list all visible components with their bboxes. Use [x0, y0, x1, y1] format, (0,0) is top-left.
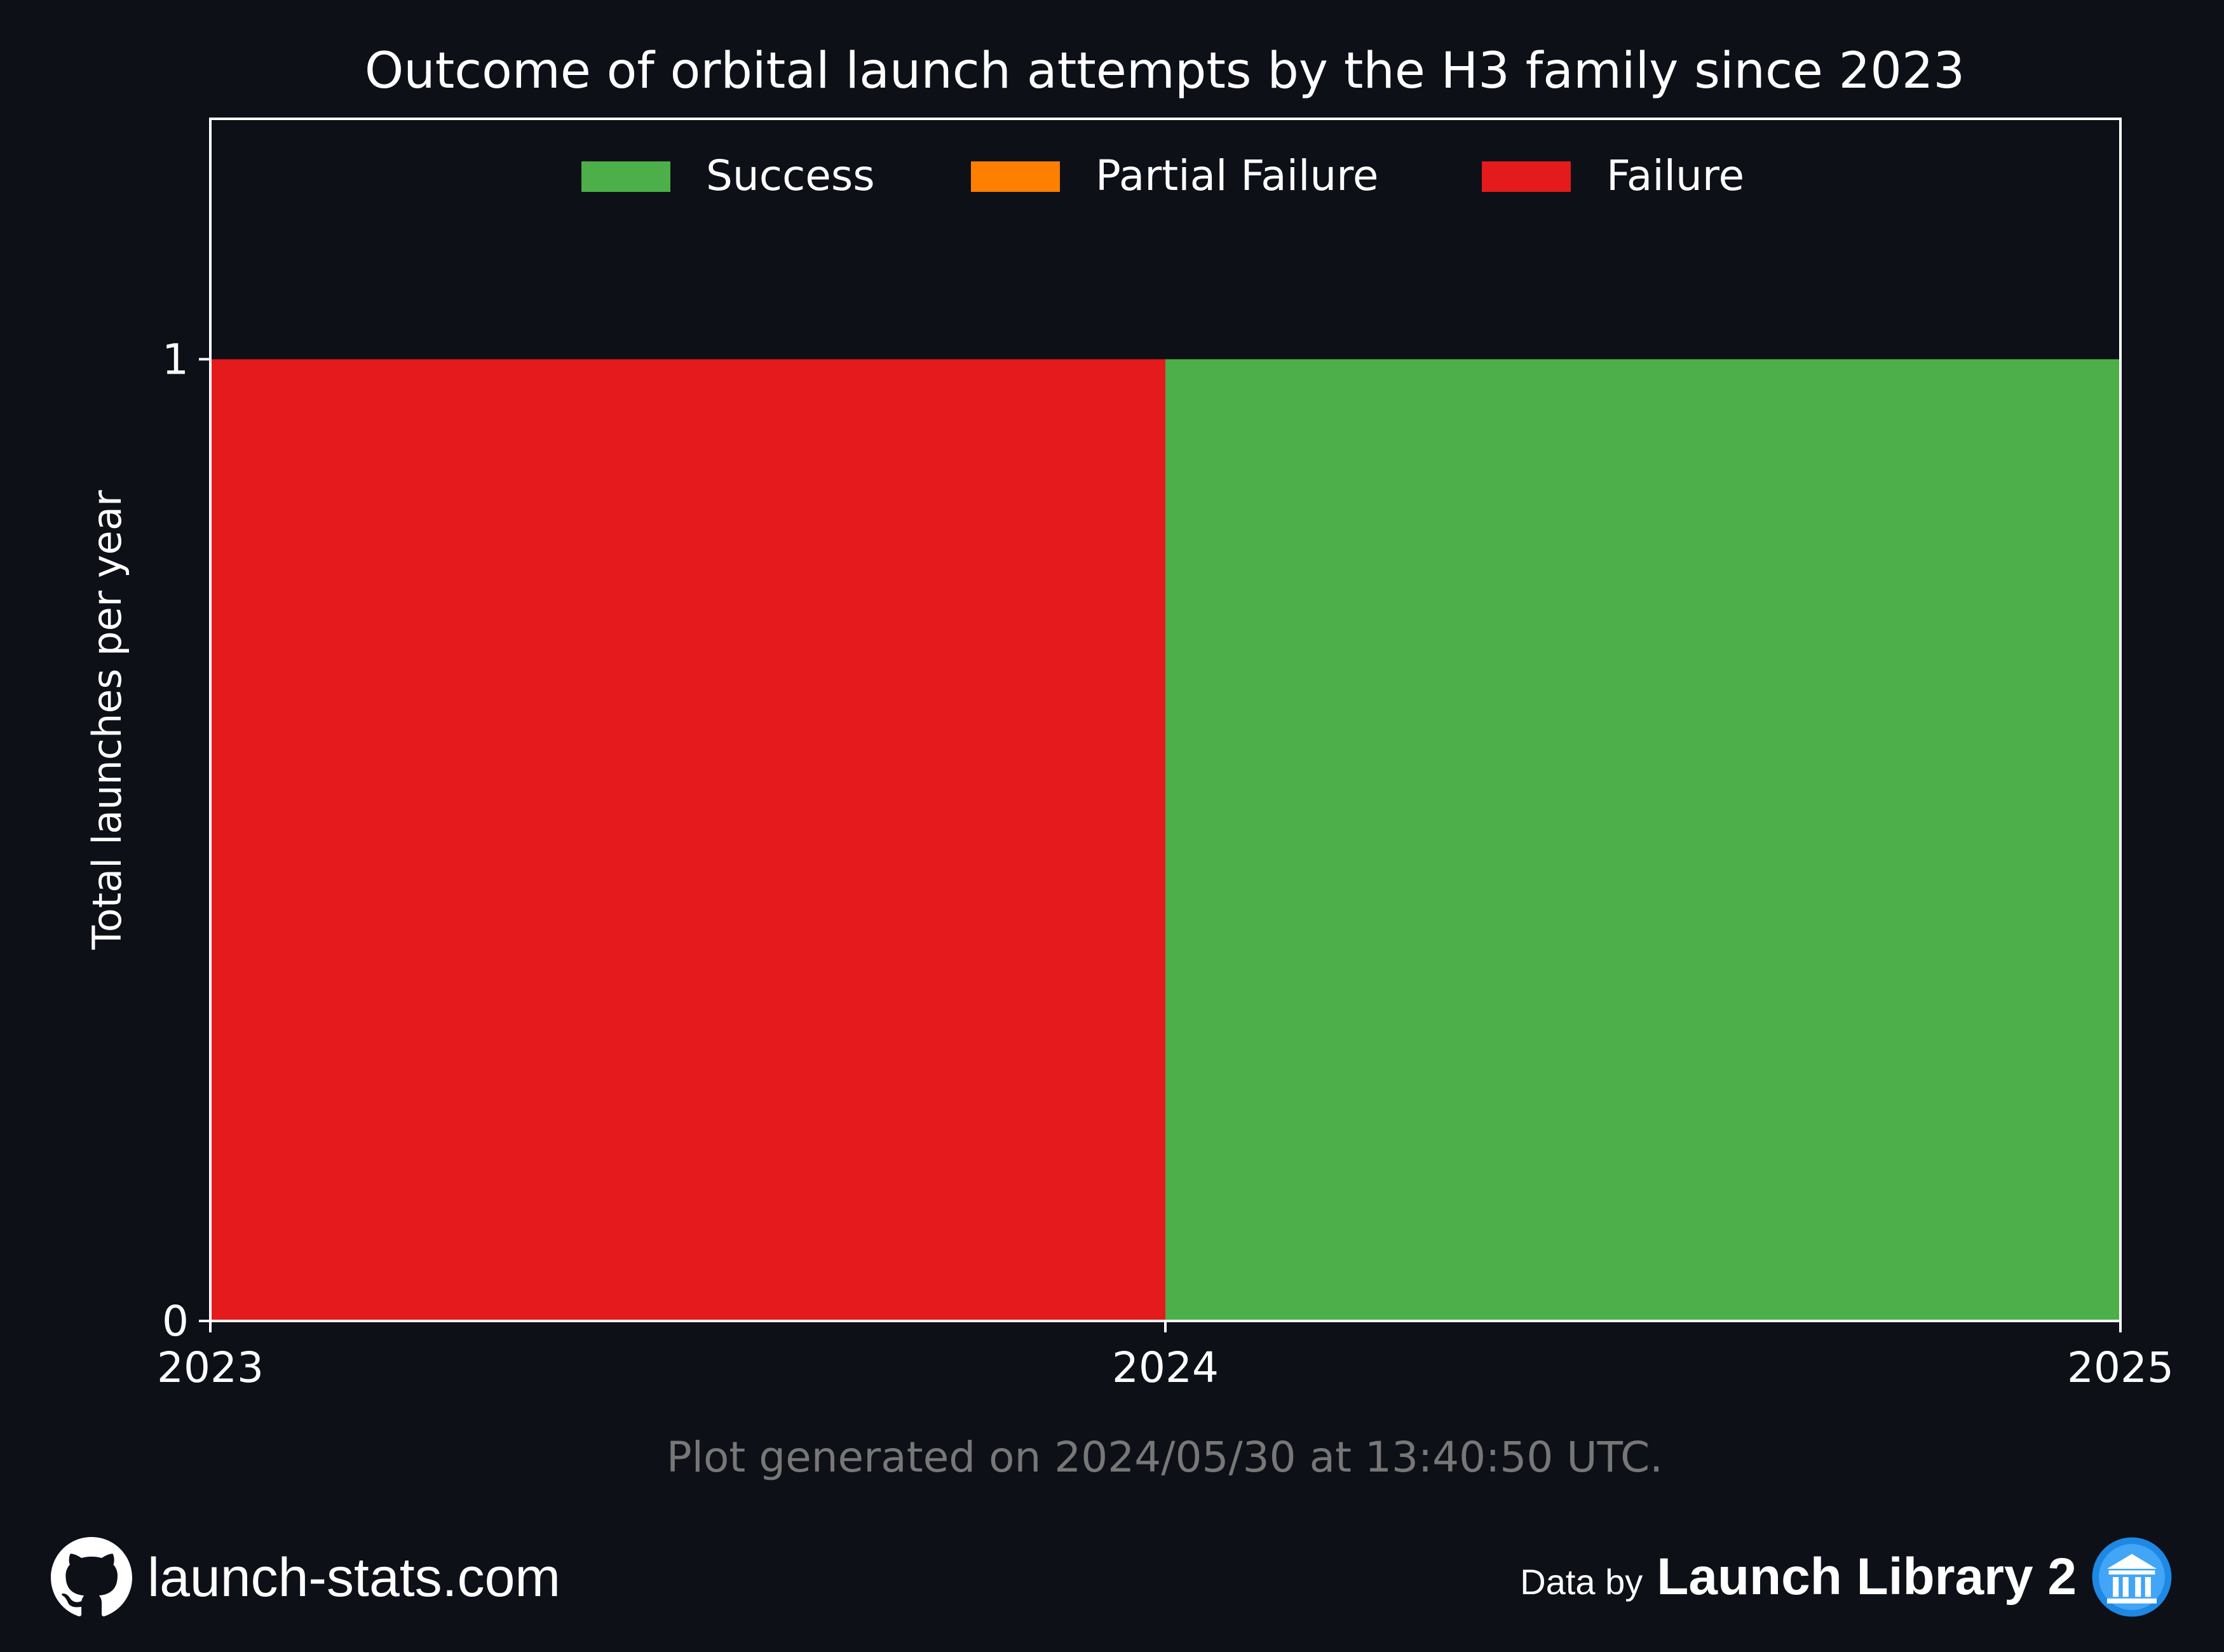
ticks-layer: 2023 2024 2025 0 1: [157, 335, 2174, 1392]
data-source: Data by Launch Library 2: [1520, 1533, 2173, 1622]
legend-swatch-success: [581, 161, 670, 192]
site-link[interactable]: launch-stats.com: [51, 1536, 560, 1619]
x-tick-label-2023: 2023: [157, 1343, 264, 1392]
legend-label-partial-failure: Partial Failure: [1095, 151, 1379, 200]
legend-label-success: Success: [706, 151, 875, 200]
legend: Success Partial Failure Failure: [581, 151, 1744, 200]
generated-timestamp: Plot generated on 2024/05/30 at 13:40:50…: [667, 1433, 1663, 1482]
site-label: launch-stats.com: [147, 1547, 561, 1608]
y-tick-label-1: 1: [162, 335, 189, 384]
legend-swatch-failure: [1482, 161, 1571, 192]
github-icon: [51, 1537, 132, 1616]
x-tick-label-2024: 2024: [1112, 1343, 1219, 1392]
launch-library-icon: [2092, 1537, 2172, 1617]
bars-layer: [210, 359, 2120, 1321]
x-tick-label-2025: 2025: [2067, 1343, 2174, 1392]
bar-success-2024: [1165, 359, 2120, 1321]
y-axis-label: Total launches per year: [84, 490, 130, 950]
legend-swatch-partial-failure: [971, 161, 1060, 192]
data-by-label: Data by: [1520, 1561, 1643, 1602]
bar-failure-2023: [210, 359, 1165, 1321]
y-tick-label-0: 0: [162, 1297, 189, 1346]
launch-library-label: Launch Library 2: [1657, 1548, 2077, 1606]
legend-label-failure: Failure: [1606, 151, 1744, 200]
chart-title: Outcome of orbital launch attempts by th…: [365, 43, 1965, 100]
